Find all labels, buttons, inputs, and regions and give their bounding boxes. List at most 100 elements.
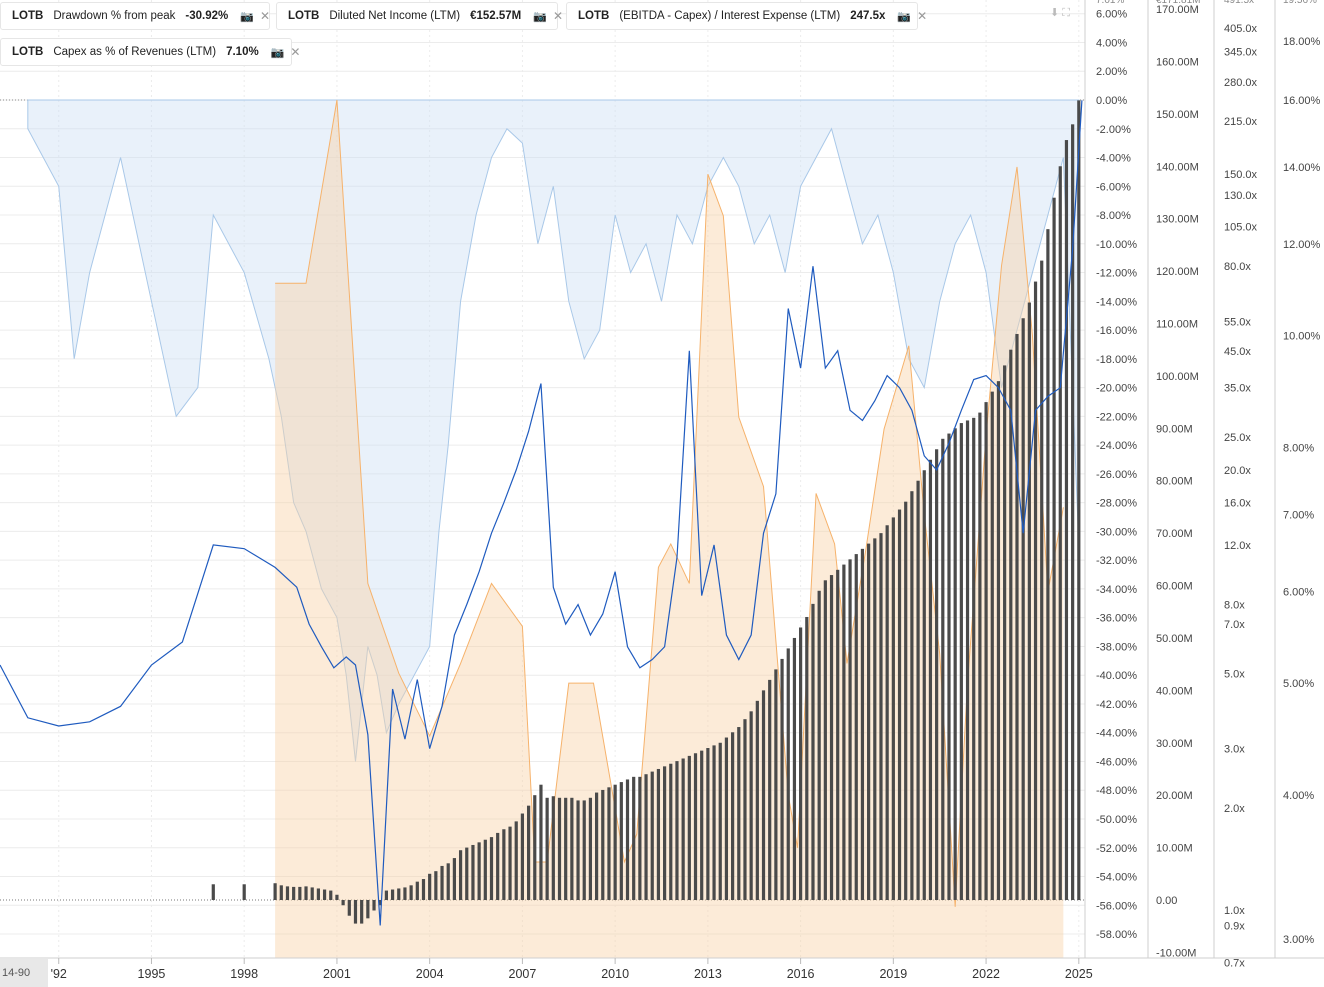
netincome-tick-label: 20.00M bbox=[1156, 790, 1193, 802]
camera-icon[interactable]: 📷 bbox=[897, 10, 912, 23]
net-income-bar bbox=[452, 858, 457, 900]
net-income-bar bbox=[996, 381, 1001, 900]
net-income-bar bbox=[638, 776, 642, 900]
capex-tick-label: 14.00% bbox=[1283, 162, 1321, 174]
net-income-bar bbox=[458, 850, 463, 900]
netincome-tick-label: 150.00M bbox=[1156, 109, 1199, 121]
net-income-bar bbox=[972, 417, 976, 900]
coverage-tick-label: 280.0x bbox=[1224, 77, 1258, 89]
coverage-line bbox=[0, 100, 1083, 926]
x-tick-label: 1998 bbox=[230, 967, 258, 981]
coverage-line-path bbox=[0, 100, 1083, 926]
legend-capex[interactable]: LOTB Capex as % of Revenues (LTM) 7.10% … bbox=[0, 38, 300, 66]
netincome-tick-label: 60.00M bbox=[1156, 581, 1193, 593]
drawdown-tick-label: -2.00% bbox=[1096, 124, 1131, 136]
close-icon[interactable]: ✕ bbox=[917, 9, 928, 23]
drawdown-tick-label: 2.00% bbox=[1096, 66, 1127, 78]
x-tick-label: 2013 bbox=[694, 967, 722, 981]
drawdown-tick-label: -52.00% bbox=[1096, 843, 1137, 855]
legend-net-income[interactable]: LOTB Diluted Net Income (LTM) €152.57M 📷… bbox=[276, 2, 563, 30]
coverage-tick-label: 0.7x bbox=[1224, 957, 1245, 969]
net-income-bar bbox=[632, 776, 636, 900]
drawdown-tick-label: -14.00% bbox=[1096, 296, 1137, 308]
capex-tick-label: 4.00% bbox=[1283, 790, 1314, 802]
legend-coverage[interactable]: LOTB (EBITDA - Capex) / Interest Expense… bbox=[566, 2, 927, 30]
coverage-tick-label: 80.0x bbox=[1224, 261, 1251, 273]
net-income-bar bbox=[990, 391, 994, 900]
net-income-bar bbox=[823, 580, 827, 900]
netincome-tick-label: 140.00M bbox=[1156, 161, 1199, 173]
net-income-bar bbox=[242, 884, 246, 900]
x-tick-label: 2025 bbox=[1065, 967, 1093, 981]
net-income-bar bbox=[712, 745, 716, 900]
net-income-bar bbox=[805, 616, 809, 900]
legend-name: Diluted Net Income (LTM) bbox=[329, 10, 461, 22]
close-icon[interactable]: ✕ bbox=[290, 45, 301, 59]
net-income-bar bbox=[848, 559, 852, 900]
net-income-bar bbox=[656, 768, 661, 900]
legend-name: (EBITDA - Capex) / Interest Expense (LTM… bbox=[619, 10, 841, 22]
net-income-bar bbox=[687, 755, 691, 900]
drawdown-tick-label: -58.00% bbox=[1096, 929, 1137, 941]
net-income-bar bbox=[1052, 197, 1056, 900]
net-income-bar bbox=[737, 727, 741, 900]
net-income-bar bbox=[1046, 229, 1050, 901]
net-income-bar bbox=[273, 883, 277, 900]
expand-icon[interactable]: ⛶ bbox=[1062, 7, 1070, 19]
drawdown-tick-label: 0.00% bbox=[1096, 95, 1127, 107]
coverage-tick-label: 3.0x bbox=[1224, 744, 1245, 756]
legend-ticker: LOTB bbox=[12, 46, 44, 58]
drawdown-tick-label: -6.00% bbox=[1096, 181, 1131, 193]
netincome-tick-label: 0.00 bbox=[1156, 895, 1177, 907]
drawdown-tick-label: -8.00% bbox=[1096, 210, 1131, 222]
close-icon[interactable]: ✕ bbox=[552, 9, 564, 23]
net-income-bar bbox=[904, 501, 908, 900]
net-income-bar bbox=[1040, 260, 1044, 900]
coverage-tick-label: 35.0x bbox=[1224, 383, 1251, 395]
net-income-bar bbox=[935, 449, 939, 900]
net-income-bar bbox=[557, 797, 562, 900]
camera-icon[interactable]: 📷 bbox=[270, 46, 285, 59]
net-income-bar bbox=[693, 753, 698, 900]
drawdown-tick-label: -24.00% bbox=[1096, 440, 1137, 452]
net-income-bar bbox=[292, 886, 296, 900]
camera-icon[interactable]: 📷 bbox=[240, 10, 254, 23]
close-icon[interactable]: ✕ bbox=[259, 9, 270, 23]
net-income-bar bbox=[879, 533, 883, 900]
net-income-bar bbox=[502, 829, 506, 900]
net-income-bar bbox=[335, 894, 339, 900]
coverage-tick-label: 1.0x bbox=[1224, 905, 1245, 917]
net-income-bar bbox=[854, 554, 858, 900]
net-income-bar bbox=[477, 842, 481, 900]
net-income-bar bbox=[681, 758, 685, 900]
net-income-bar bbox=[959, 423, 963, 900]
capex-tick-label: 5.00% bbox=[1283, 678, 1314, 690]
coverage-tick-label: 7.0x bbox=[1224, 619, 1245, 631]
net-income-bar bbox=[675, 761, 679, 900]
download-icon[interactable]: ⬇ bbox=[1050, 7, 1060, 19]
camera-icon[interactable]: 📷 bbox=[533, 10, 547, 23]
drawdown-tick-label: 4.00% bbox=[1096, 37, 1127, 49]
net-income-bar bbox=[353, 900, 358, 924]
net-income-bar bbox=[860, 548, 865, 900]
drawdown-tick-label: -30.00% bbox=[1096, 526, 1137, 538]
net-income-bar bbox=[941, 438, 945, 900]
x-tick-label: 2001 bbox=[323, 967, 351, 981]
capex-tick-label: 7.00% bbox=[1283, 509, 1314, 521]
legend-drawdown[interactable]: LOTB Drawdown % from peak -30.92% 📷 ✕ bbox=[0, 2, 270, 30]
net-income-bar bbox=[390, 889, 395, 900]
netincome-tick-label: 170.00M bbox=[1156, 4, 1199, 16]
legend-value: €152.57M bbox=[470, 10, 522, 22]
net-income-bar bbox=[1033, 281, 1038, 900]
net-income-bar bbox=[885, 525, 889, 900]
net-income-bar bbox=[514, 821, 518, 900]
netincome-tick-label: 70.00M bbox=[1156, 528, 1193, 540]
netincome-tick-label: 120.00M bbox=[1156, 266, 1199, 278]
legend-value: 247.5x bbox=[850, 10, 886, 22]
net-income-bar bbox=[873, 538, 877, 900]
x-tick-label: 2022 bbox=[972, 967, 1000, 981]
coverage-tick-label: 215.0x bbox=[1224, 116, 1258, 128]
net-income-bar bbox=[743, 719, 747, 900]
net-income-bar bbox=[421, 879, 426, 900]
